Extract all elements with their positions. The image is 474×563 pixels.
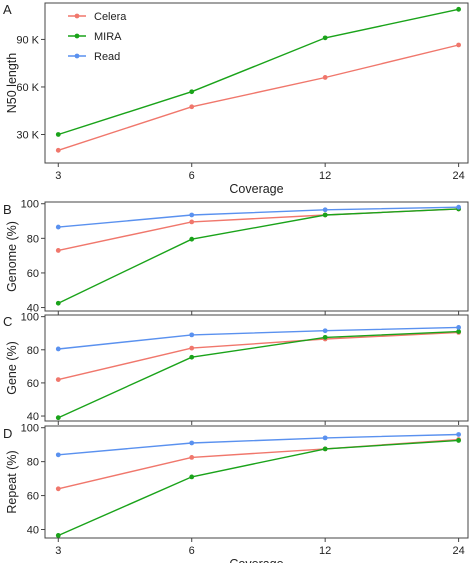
legend-marker-mira (74, 33, 80, 39)
series-line-mira (57, 208, 459, 304)
data-point-read (189, 332, 195, 338)
data-point-mira (55, 132, 61, 137)
data-point-mira (456, 329, 462, 334)
legend-label-read: Read (94, 51, 120, 63)
y-axis-label: N50 length (5, 53, 19, 114)
y-axis-label: Genome (%) (5, 221, 19, 292)
data-point-celera (189, 219, 195, 225)
y-tick-label: 60 K (16, 82, 39, 94)
data-point-celera (55, 248, 61, 253)
data-point-mira (189, 89, 195, 95)
x-axis-label: Coverage (229, 182, 283, 196)
series-line-read (58, 433, 459, 456)
series-line-mira (58, 8, 459, 136)
data-point-read (456, 432, 462, 437)
x-tick-label: 12 (319, 545, 331, 557)
data-point-read (322, 328, 328, 334)
y-axis-label: Repeat (%) (5, 450, 19, 513)
series-line-read (58, 326, 459, 350)
data-point-mira (322, 334, 328, 340)
y-tick-label: 40 (27, 525, 39, 537)
panel-frame (44, 201, 469, 312)
y-tick-label: 80 (27, 345, 39, 357)
data-point-mira (55, 415, 61, 421)
x-axis-label: Coverage (229, 557, 283, 563)
y-tick-label: 40 (27, 411, 39, 423)
data-point-celera (189, 104, 195, 110)
data-point-mira (55, 533, 61, 538)
y-tick-label: 60 (27, 378, 39, 390)
y-tick-label: 30 K (16, 129, 39, 141)
data-point-celera (189, 345, 195, 351)
data-point-read (322, 207, 328, 213)
data-point-read (55, 224, 61, 230)
data-point-read (189, 440, 195, 446)
data-point-mira (189, 474, 195, 480)
series-line-celera (58, 44, 459, 151)
panel-letter: D (3, 426, 12, 441)
data-point-mira (55, 300, 61, 306)
data-point-mira (322, 212, 328, 218)
panel-letter: C (3, 314, 12, 329)
y-tick-label: 60 (27, 491, 39, 503)
y-tick-label: 60 (27, 268, 39, 280)
data-point-mira (189, 236, 195, 242)
legend-marker-read (74, 53, 80, 59)
y-tick-label: 40 (27, 303, 39, 315)
panel-d: D 40 60 80 100 3 6 12 24 Coverage Repeat (%) (3, 423, 469, 563)
x-tick-label: 6 (189, 170, 195, 182)
x-tick-label: 12 (319, 170, 331, 182)
data-point-celera (322, 75, 328, 80)
x-tick-label: 6 (189, 545, 195, 557)
legend-label-celera: Celera (94, 11, 127, 23)
y-tick-label: 90 K (16, 34, 39, 46)
data-point-celera (55, 147, 61, 153)
x-tick-label: 24 (452, 545, 464, 557)
data-point-mira (322, 446, 328, 452)
legend-label-mira: MIRA (94, 31, 122, 43)
legend: Celera MIRA Read (68, 11, 127, 63)
y-tick-label: 80 (27, 457, 39, 469)
data-point-read (55, 346, 61, 352)
data-point-mira (456, 6, 462, 12)
panel-c: C 40 60 80 100 Gene (%) (3, 312, 469, 425)
y-axis-label: Gene (%) (5, 341, 19, 395)
data-point-read (55, 452, 61, 458)
panel-letter: A (3, 2, 12, 17)
data-point-mira (189, 354, 195, 360)
data-point-celera (456, 42, 462, 48)
data-point-read (189, 212, 195, 218)
data-point-celera (55, 377, 61, 382)
legend-marker-celera (74, 13, 80, 19)
data-point-mira (322, 35, 328, 41)
y-tick-label: 100 (21, 423, 39, 435)
x-tick-label: 24 (452, 170, 464, 182)
panel-letter: B (3, 202, 12, 217)
y-tick-label: 100 (21, 199, 39, 211)
series-line-celera (58, 331, 459, 381)
data-point-celera (189, 454, 195, 460)
panel-frame (44, 2, 469, 164)
data-point-read (456, 204, 462, 210)
data-point-read (322, 435, 328, 441)
series-line-mira (58, 330, 459, 419)
x-tick-label: 3 (55, 545, 61, 557)
series-line-read (58, 206, 459, 228)
y-tick-label: 100 (21, 312, 39, 324)
data-point-read (456, 325, 462, 330)
series-line-mira (58, 439, 459, 537)
panel-a: A 30 K 60 K 90 K 3 6 12 24 Coverage N50 length Cel… (3, 2, 469, 196)
data-point-celera (55, 486, 61, 492)
y-tick-label: 80 (27, 233, 39, 245)
data-point-mira (456, 438, 462, 443)
x-tick-label: 3 (55, 170, 61, 182)
